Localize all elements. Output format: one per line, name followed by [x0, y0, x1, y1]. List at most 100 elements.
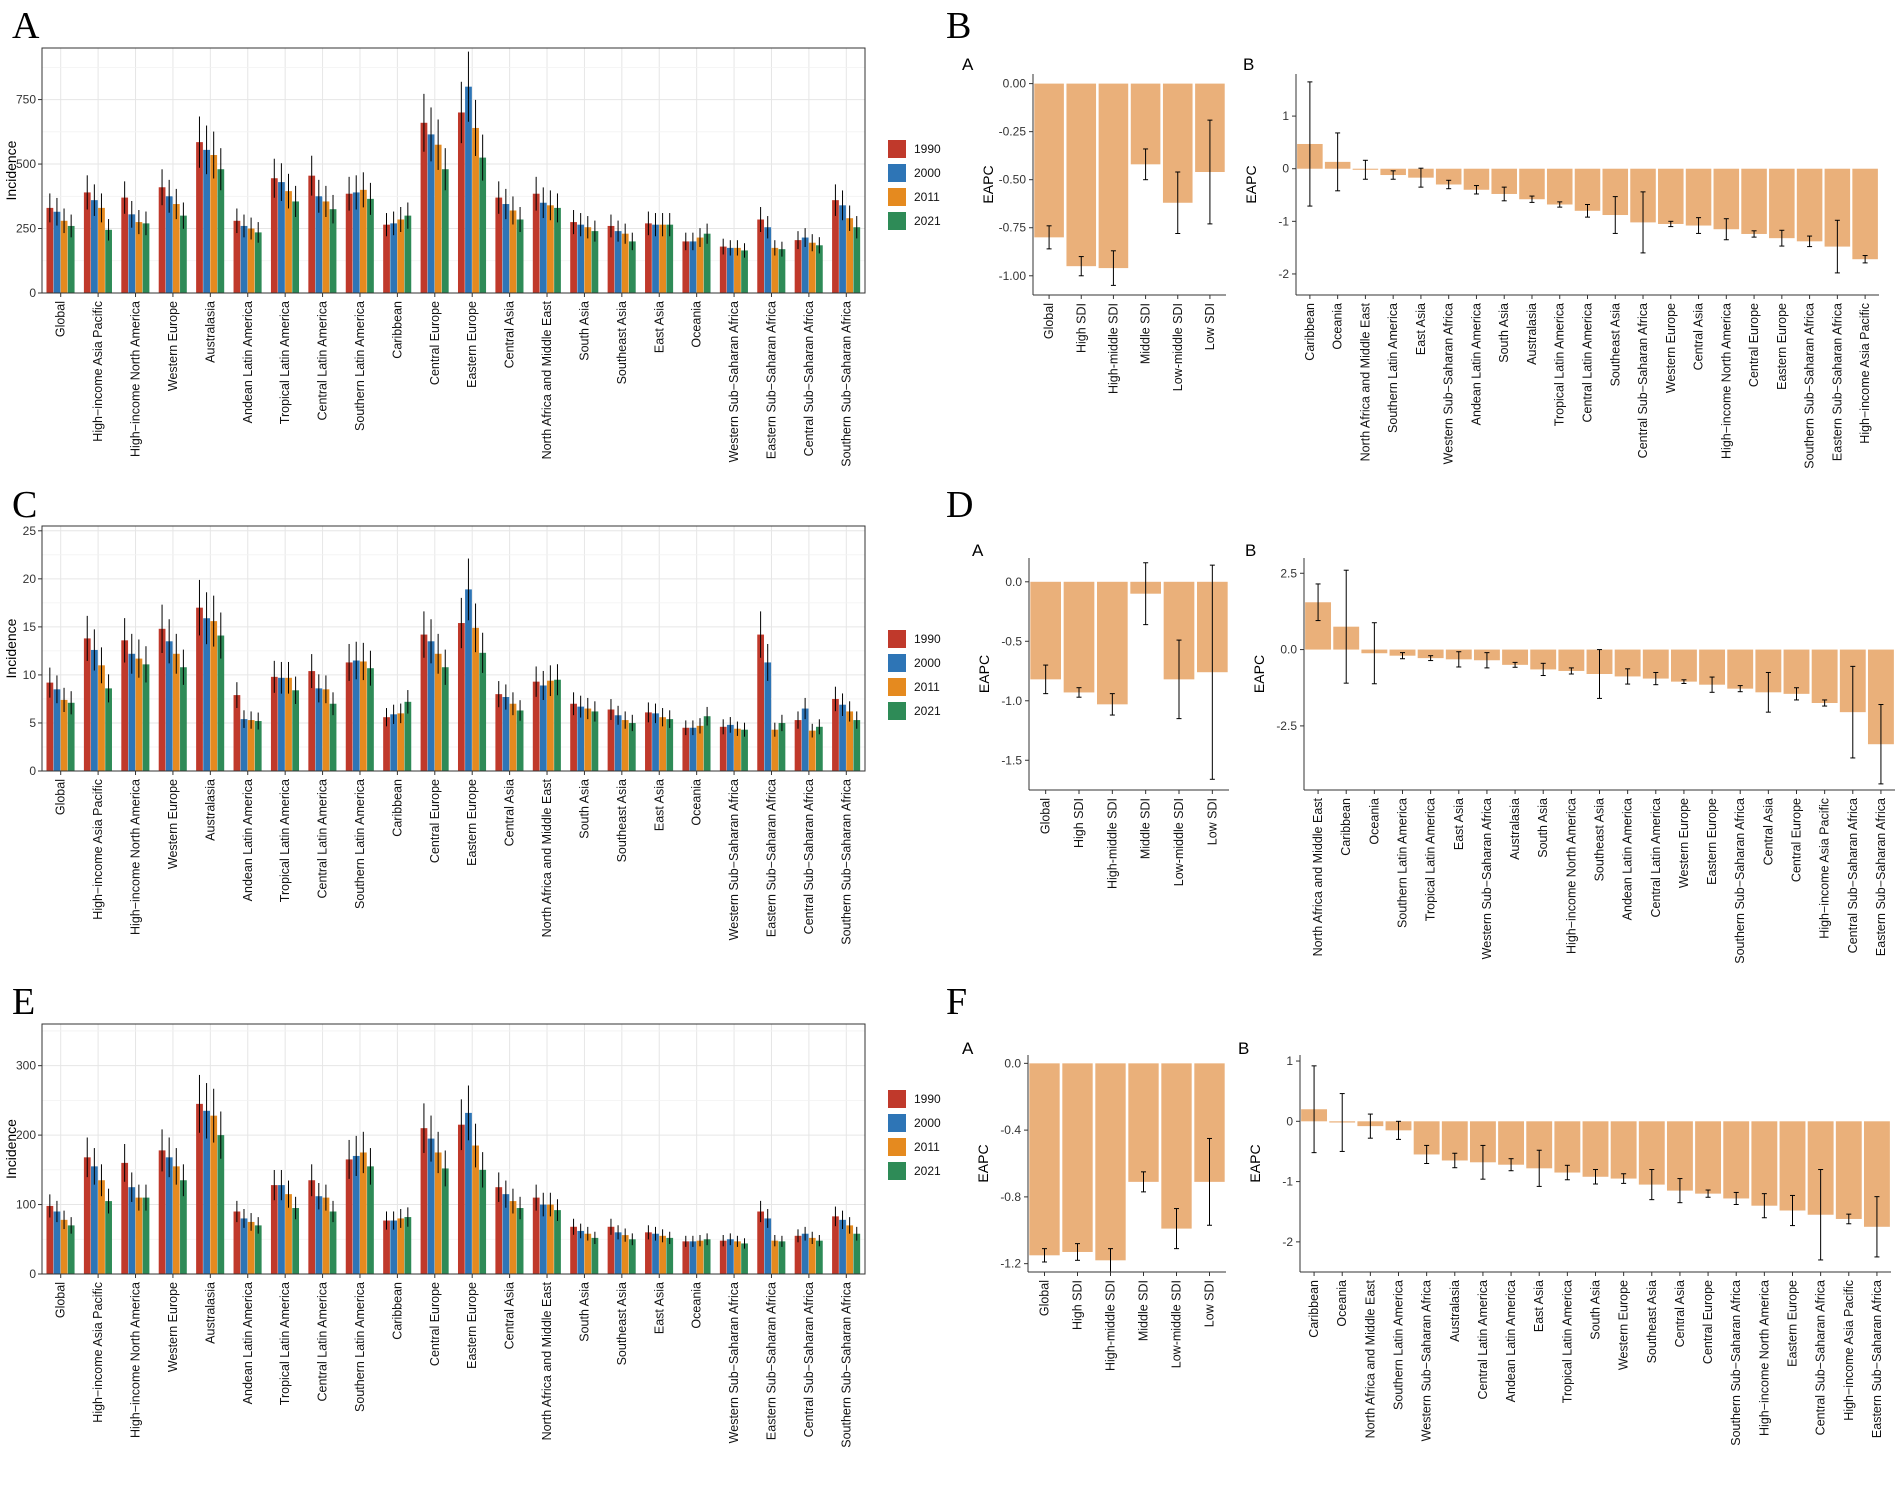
bar-1990 [196, 142, 203, 293]
x-tick-label: Tropical Latin America [1424, 798, 1438, 921]
legend-label: 1990 [914, 632, 941, 646]
x-tick-label: North Africa and Middle East [1358, 302, 1372, 461]
x-tick-label: Middle SDI [1139, 303, 1153, 364]
subpanel-letter-B-A: A [962, 55, 974, 74]
x-tick-label: South Asia [1497, 303, 1511, 363]
bar-1990 [345, 193, 353, 293]
x-tick-label: South Asia [577, 301, 591, 361]
x-tick-label: High−income Asia Pacific [91, 779, 105, 920]
bar-2021 [217, 1135, 225, 1274]
bar-2021 [741, 729, 748, 771]
bar-2000 [726, 724, 734, 771]
legend-swatch-2011 [888, 678, 906, 696]
y-tick-label: -0.75 [999, 221, 1027, 235]
x-tick-label: Central Sub−Saharan Africa [802, 301, 816, 456]
x-tick-label: Central Sub−Saharan Africa [802, 1282, 816, 1437]
bar-2011 [434, 144, 442, 293]
bar-1990 [682, 727, 690, 771]
bar-2011 [771, 1240, 779, 1274]
bar-2000 [652, 713, 659, 771]
bar-2000 [577, 224, 585, 293]
bar-2021 [180, 215, 187, 293]
bar-2000 [839, 704, 846, 771]
bar-2011 [659, 717, 667, 771]
x-tick-label: Andean Latin America [1504, 1280, 1518, 1402]
bar-2021 [254, 232, 262, 293]
bar-1990 [719, 1240, 727, 1274]
bar-2000 [726, 247, 734, 293]
x-tick-label: Southern Sub−Saharan Africa [1729, 1280, 1743, 1446]
bar-2011 [285, 677, 292, 771]
bar-2021 [703, 1239, 711, 1274]
eapc-bar [1034, 83, 1064, 238]
x-tick-label: High−income North America [129, 301, 143, 457]
bar-2000 [165, 641, 173, 771]
y-tick-label: 1 [1282, 109, 1289, 123]
y-axis-title: EAPC [975, 1144, 991, 1182]
y-tick-label: -1.5 [1001, 753, 1022, 767]
bar-1990 [383, 717, 390, 771]
x-tick-label: Eastern Europe [465, 301, 479, 388]
x-tick-label: Eastern Europe [465, 779, 479, 866]
x-tick-label: Low SDI [1203, 1280, 1217, 1327]
x-tick-label: Australasia [203, 1282, 217, 1344]
bar-2011 [135, 1197, 143, 1274]
bar-1990 [457, 623, 465, 771]
bar-1990 [158, 628, 166, 771]
bar-2021 [853, 227, 861, 293]
bar-2000 [764, 227, 772, 293]
bar-1990 [757, 634, 765, 771]
bar-2021 [479, 157, 487, 293]
bar-2000 [240, 719, 248, 771]
bar-2000 [502, 697, 510, 771]
x-tick-label: Eastern Sub−Saharan Africa [764, 301, 778, 459]
eapc-bar [1610, 1121, 1637, 1179]
bar-2021 [703, 716, 711, 771]
bar-2000 [764, 1218, 772, 1274]
panel-B-B: 1 0 -1 -2 Caribbean Oceania North Africa and M… [1243, 74, 1879, 469]
bar-2011 [584, 1233, 592, 1274]
bar-2000 [502, 1194, 510, 1274]
bar-2021 [67, 1225, 75, 1274]
x-tick-label: Eastern Sub−Saharan Africa [1830, 303, 1844, 461]
bar-2000 [315, 688, 323, 771]
bar-2000 [577, 706, 585, 771]
bar-2021 [142, 223, 150, 293]
bar-2011 [808, 242, 816, 293]
x-tick-label: Southern Sub−Saharan Africa [839, 779, 853, 945]
eapc-bar [1098, 83, 1129, 269]
plot-frame [41, 1023, 866, 1275]
x-tick-label: Southern Latin America [353, 779, 367, 909]
bar-2021 [628, 241, 636, 293]
bar-2000 [465, 86, 472, 294]
bar-1990 [457, 112, 465, 293]
bar-2021 [516, 219, 524, 293]
x-tick-label: South Asia [1589, 1280, 1603, 1340]
bar-2000 [689, 1241, 697, 1274]
bar-1990 [794, 1235, 802, 1274]
x-tick-label: Southeast Asia [1608, 303, 1622, 386]
eapc-bar [1066, 83, 1097, 267]
x-tick-label: Central Latin America [316, 779, 330, 899]
bar-2021 [666, 1237, 674, 1274]
x-tick-label: Central Europe [1747, 303, 1761, 387]
bar-1990 [46, 1205, 54, 1274]
bar-2000 [539, 202, 547, 293]
x-tick-label: Western Sub−Saharan Africa [1442, 303, 1456, 464]
bar-2011 [696, 725, 704, 771]
bar-2021 [105, 688, 112, 771]
bar-2011 [547, 680, 554, 771]
x-tick-label: Eastern Europe [1786, 1280, 1800, 1367]
bar-1990 [83, 1157, 91, 1274]
x-tick-label: Tropical Latin America [1560, 1280, 1574, 1403]
eapc-bar [1029, 1063, 1060, 1256]
x-tick-label: Southeast Asia [1593, 798, 1607, 881]
legend-swatch-1990 [888, 140, 906, 158]
bar-2011 [434, 1152, 442, 1274]
x-tick-label: Central Asia [1761, 798, 1775, 865]
x-tick-label: Australasia [203, 779, 217, 841]
y-tick-label: -2.5 [1276, 719, 1297, 733]
bar-2000 [128, 214, 136, 293]
bar-1990 [532, 193, 540, 293]
bar-2000 [801, 708, 809, 771]
